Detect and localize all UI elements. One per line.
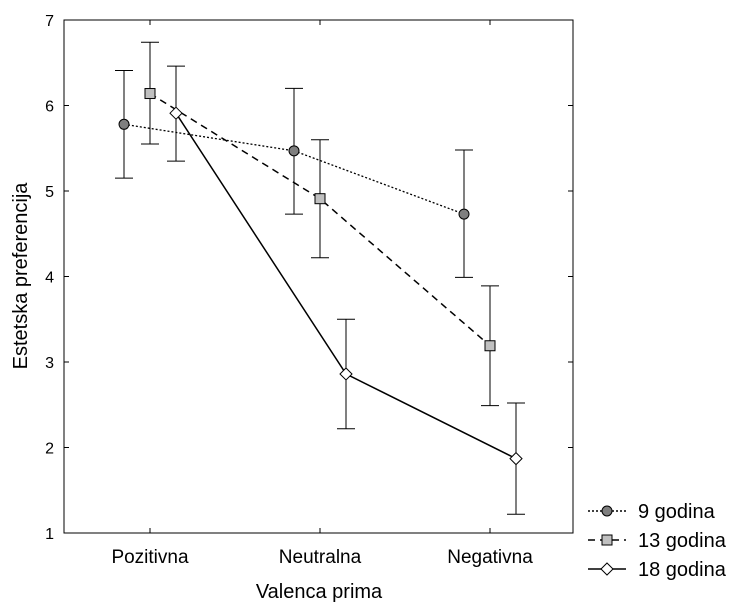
data-point <box>288 145 300 157</box>
plot-frame <box>63 19 574 534</box>
y-tick-label: 1 <box>45 526 54 543</box>
x-tick-label: Neutralna <box>279 547 362 568</box>
series-square <box>141 41 499 407</box>
series-layer <box>115 41 525 515</box>
data-point <box>169 106 183 120</box>
data-point <box>118 118 130 130</box>
series-line <box>149 92 491 347</box>
data-point <box>484 340 496 352</box>
legend-marker <box>601 505 613 517</box>
legend-label: 13 godina <box>638 530 727 552</box>
data-point <box>339 367 353 381</box>
series-diamond <box>167 65 525 515</box>
x-axis-ticks: Pozitivna Neutralna Negativna <box>111 20 533 568</box>
x-tick-label: Negativna <box>447 547 533 568</box>
y-tick-label: 2 <box>45 441 54 458</box>
legend-marker <box>601 534 613 546</box>
y-tick-label: 3 <box>45 355 54 372</box>
y-tick-label: 7 <box>45 13 54 30</box>
series-circle <box>115 69 473 278</box>
y-tick-label: 5 <box>45 184 54 201</box>
legend-label: 9 godina <box>638 501 716 523</box>
y-axis-ticks: 1 2 3 4 5 6 7 <box>45 13 573 543</box>
y-tick-label: 4 <box>45 270 54 287</box>
data-point <box>144 88 156 100</box>
data-point <box>509 451 523 466</box>
data-point <box>458 208 470 220</box>
y-axis-title: Estetska preferencija <box>10 182 32 370</box>
data-point <box>314 193 326 205</box>
legend: 9 godina 13 godina 18 godina <box>588 501 727 581</box>
legend-marker <box>600 562 614 576</box>
x-axis-title: Valenca prima <box>256 581 383 603</box>
x-tick-label: Pozitivna <box>111 547 189 568</box>
legend-label: 18 godina <box>638 559 727 581</box>
y-tick-label: 6 <box>45 99 54 116</box>
